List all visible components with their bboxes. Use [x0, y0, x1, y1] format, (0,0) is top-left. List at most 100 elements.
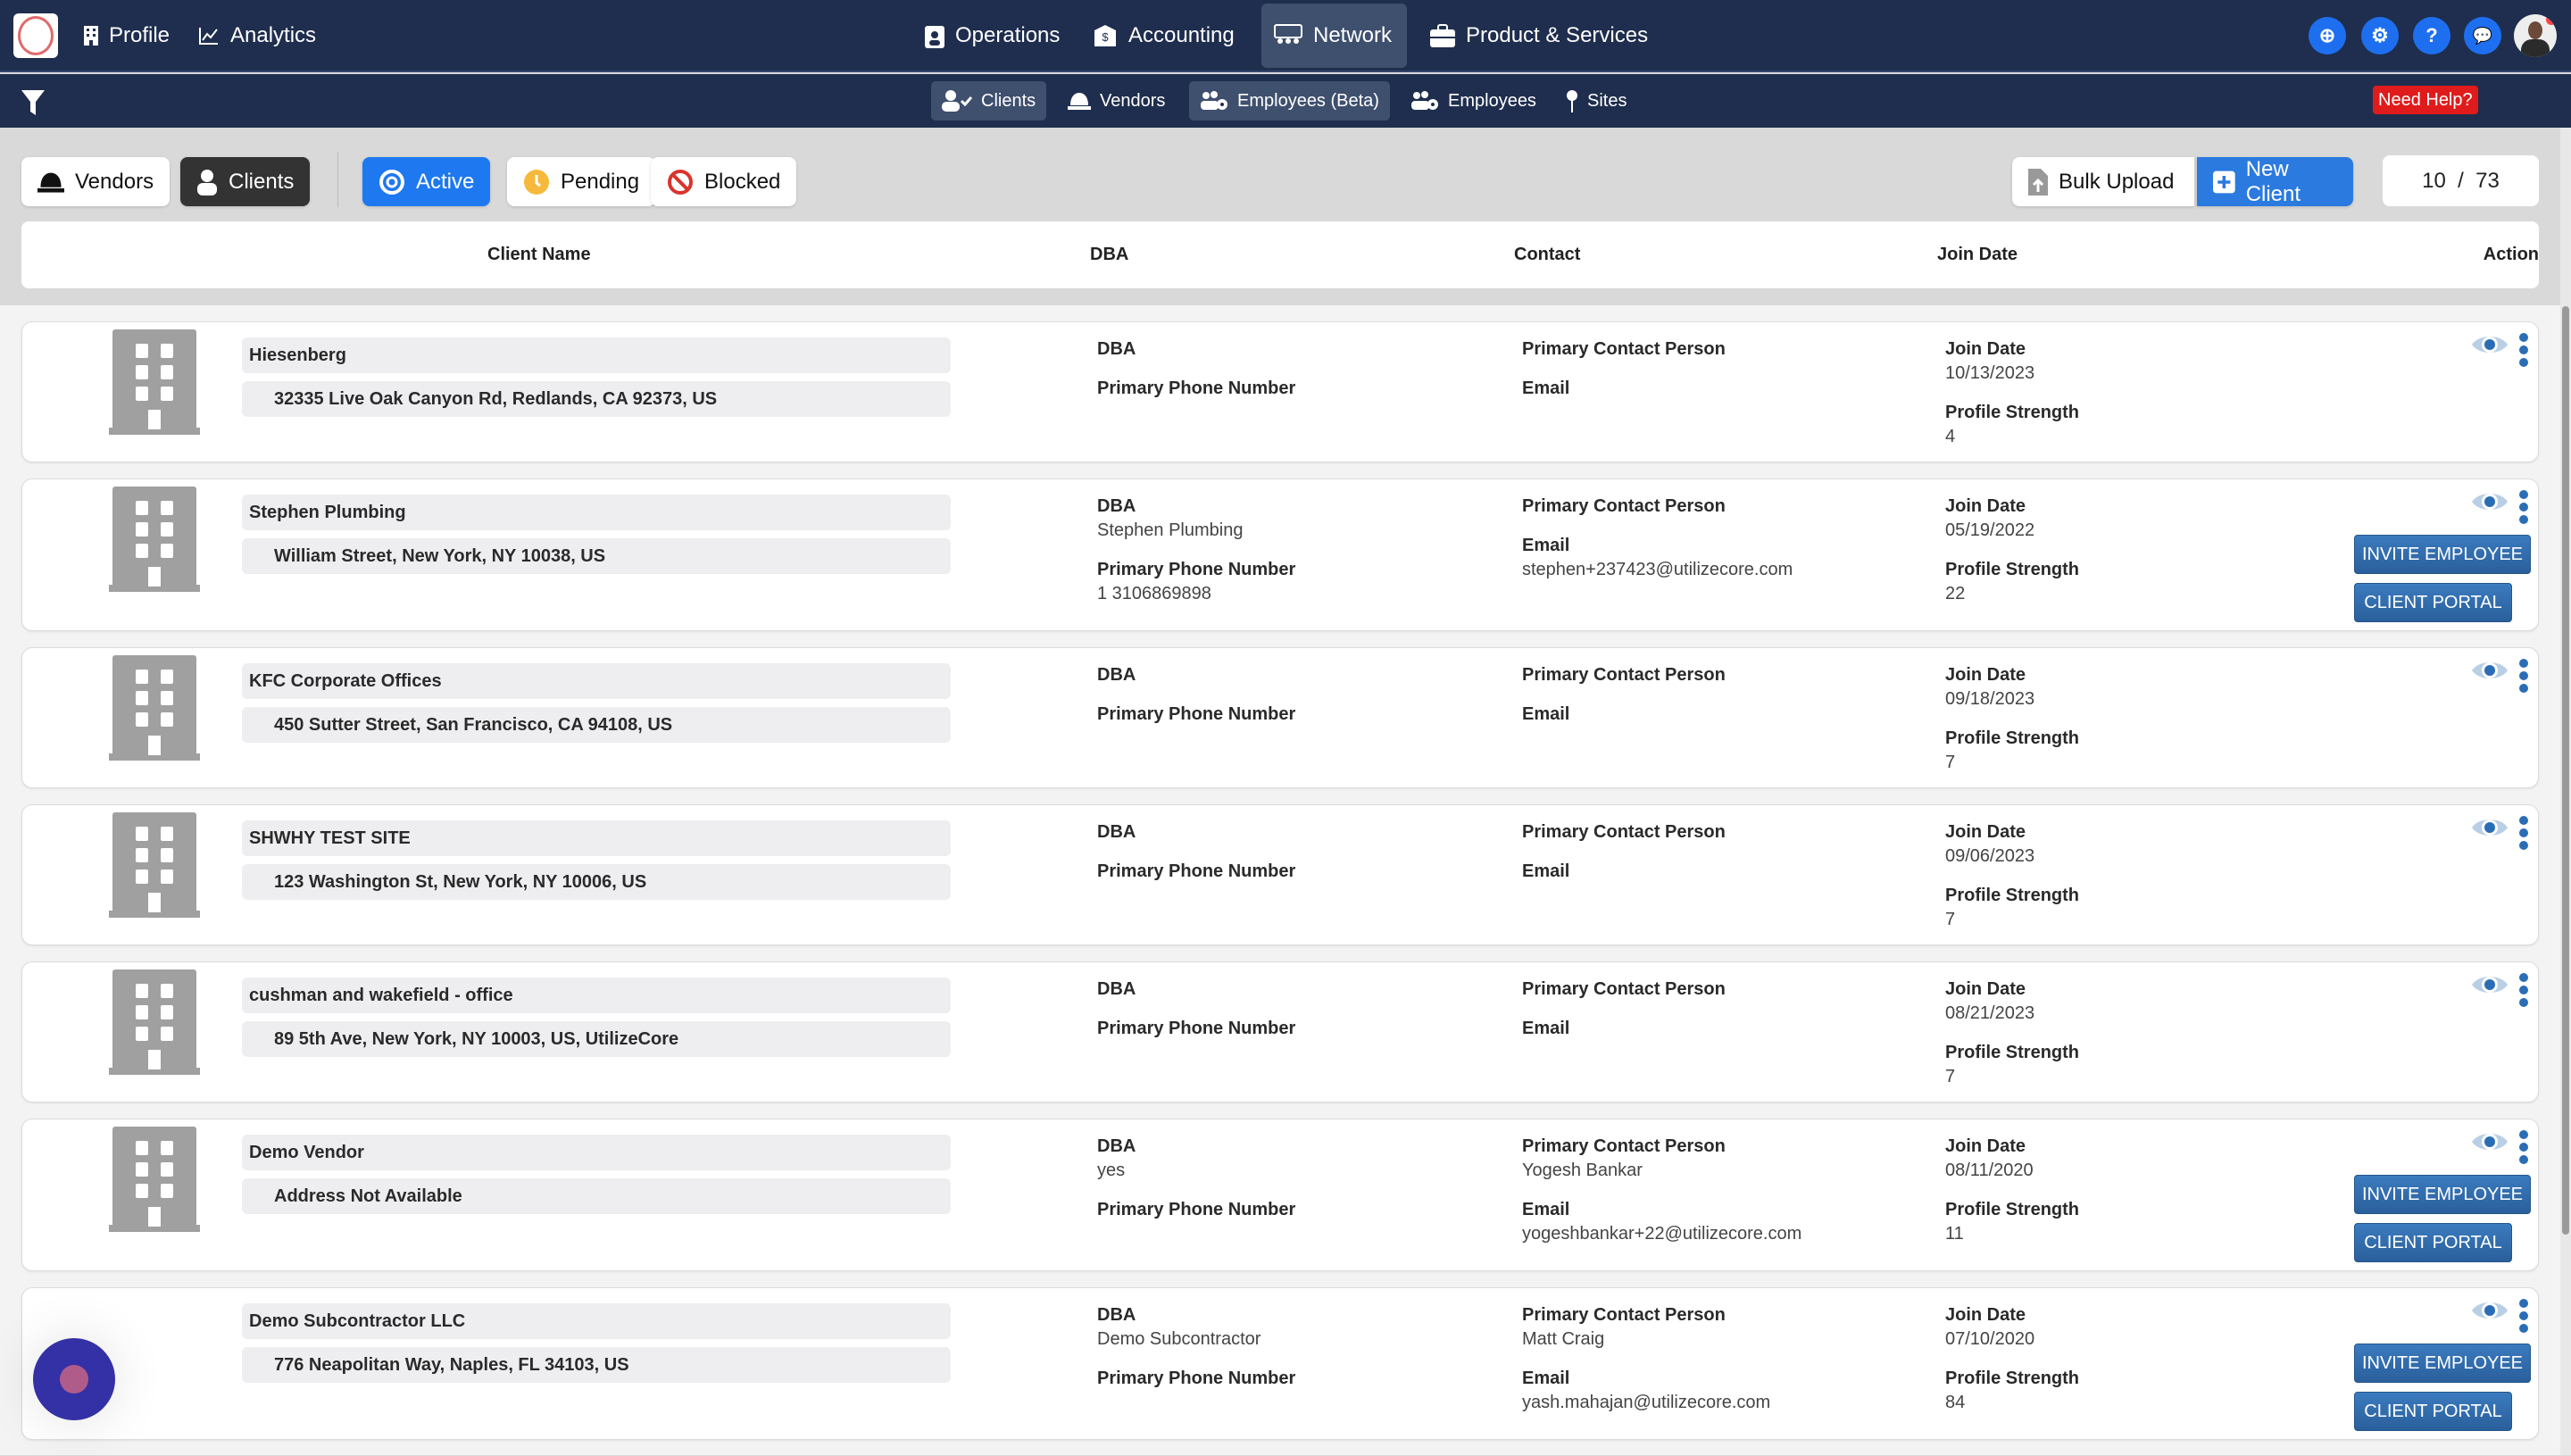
join_date-value: 08/21/2023: [1945, 1003, 2035, 1023]
view-button[interactable]: [2470, 1128, 2509, 1160]
subnav-employees-beta-label: Employees (Beta): [1237, 90, 1379, 111]
table-row[interactable]: cushman and wakefield - office 89 5th Ave…: [21, 961, 2539, 1102]
field-label: Join Date: [1945, 665, 2026, 685]
bullseye-icon: [379, 169, 404, 195]
blocked-filter[interactable]: Blocked: [651, 157, 797, 206]
field-label: Join Date: [1945, 822, 2026, 842]
email-value: yogeshbankar+22@utilizecore.com: [1522, 1224, 1802, 1244]
client-portal-button[interactable]: CLIENT PORTAL: [2354, 1392, 2512, 1431]
more-options-icon[interactable]: [2519, 333, 2528, 370]
subnav-vendors[interactable]: Vendors: [1057, 81, 1176, 121]
field-label: DBA: [1097, 979, 1136, 999]
building-icon: [109, 655, 200, 761]
table-row[interactable]: Hiesenberg 32335 Live Oak Canyon Rd, Redl…: [21, 321, 2539, 462]
gear-icon[interactable]: ⚙: [2361, 17, 2399, 54]
invite-employee-button[interactable]: INVITE EMPLOYEE: [2354, 1344, 2531, 1383]
invite-employee-button[interactable]: INVITE EMPLOYEE: [2354, 1175, 2531, 1214]
join-column: Join Date 07/10/2020 Profile Strength 84: [1945, 1303, 2079, 1430]
company-logo[interactable]: [13, 13, 58, 58]
ban-icon: [668, 169, 693, 195]
eye-icon[interactable]: [2470, 1297, 2509, 1324]
active-filter[interactable]: Active: [362, 157, 491, 206]
eye-icon[interactable]: [2470, 488, 2509, 515]
nav-product-services[interactable]: Product & Services: [1418, 4, 1660, 68]
eye-icon[interactable]: [2470, 331, 2509, 358]
new-client-button[interactable]: New Client: [2197, 157, 2353, 206]
more-options-icon[interactable]: [2519, 1130, 2528, 1168]
join-column: Join Date 09/06/2023 Profile Strength 7: [1945, 820, 2079, 947]
header-join-date[interactable]: Join Date: [1937, 245, 2018, 264]
nav-profile[interactable]: Profile: [71, 4, 182, 68]
user-avatar[interactable]: [2514, 14, 2557, 57]
eye-icon[interactable]: [2470, 1128, 2509, 1155]
eye-icon[interactable]: [2470, 814, 2509, 841]
client-portal-button[interactable]: CLIENT PORTAL: [2354, 1223, 2512, 1262]
client-name[interactable]: Demo Subcontractor LLC: [242, 1303, 951, 1339]
vendors-toggle[interactable]: Vendors: [21, 157, 171, 206]
header-contact[interactable]: Contact: [1514, 245, 1581, 264]
more-options-icon[interactable]: [2519, 816, 2528, 853]
chat-glyph: 💬: [2472, 26, 2493, 45]
download-circle-icon[interactable]: ⊕: [2309, 17, 2346, 54]
more-options-icon[interactable]: [2519, 490, 2528, 528]
eye-icon[interactable]: [2470, 971, 2509, 998]
field-label: Primary Contact Person: [1522, 496, 1726, 516]
scrollbar[interactable]: [2560, 128, 2571, 1455]
subnav-employees[interactable]: Employees: [1400, 81, 1547, 121]
clients-toggle[interactable]: Clients: [180, 157, 311, 206]
client-list: Hiesenberg 32335 Live Oak Canyon Rd, Redl…: [21, 321, 2539, 1456]
table-row[interactable]: Demo Vendor Address Not Available DBA yes Pr…: [21, 1119, 2539, 1271]
subnav-employees-beta[interactable]: Employees (Beta): [1189, 81, 1390, 121]
header-dba[interactable]: DBA: [1090, 245, 1129, 264]
view-button[interactable]: [2470, 814, 2509, 845]
table-row[interactable]: Stephen Plumbing William Street, New York…: [21, 478, 2539, 631]
bulk-upload-button[interactable]: Bulk Upload: [2012, 157, 2194, 206]
need-help-button[interactable]: Need Help?: [2373, 86, 2478, 114]
table-row[interactable]: SHWHY TEST SITE 123 Washington St, New Yo…: [21, 804, 2539, 945]
table-row[interactable]: Demo Subcontractor LLC 776 Neapolitan Way…: [21, 1287, 2539, 1440]
nav-accounting[interactable]: $ Accounting: [1080, 4, 1247, 68]
client-name[interactable]: SHWHY TEST SITE: [242, 820, 951, 856]
more-options-icon[interactable]: [2519, 659, 2528, 696]
nav-network[interactable]: Network: [1261, 4, 1407, 68]
client-name[interactable]: KFC Corporate Offices: [242, 663, 951, 699]
dba-column: DBA yes Primary Phone Number: [1097, 1135, 1295, 1237]
invite-employee-button[interactable]: INVITE EMPLOYEE: [2354, 535, 2531, 574]
subnav-sites[interactable]: Sites: [1555, 81, 1637, 121]
join_date-value: 09/18/2023: [1945, 689, 2035, 709]
client-name[interactable]: Stephen Plumbing: [242, 495, 951, 530]
floating-assistant-button[interactable]: [33, 1338, 115, 1420]
view-button[interactable]: [2470, 1297, 2509, 1328]
map-pin-icon: [1567, 90, 1577, 112]
total-count: 73: [2475, 168, 2500, 193]
client-portal-button[interactable]: CLIENT PORTAL: [2354, 583, 2512, 622]
more-options-icon[interactable]: [2519, 1299, 2528, 1336]
profile_strength-value: 84: [1945, 1393, 1966, 1412]
nav-analytics[interactable]: Analytics: [186, 4, 329, 68]
subnav-clients[interactable]: Clients: [931, 81, 1047, 121]
eye-icon[interactable]: [2470, 657, 2509, 684]
header-client-name[interactable]: Client Name: [487, 245, 591, 264]
table-header: Client Name DBA Contact Join Date Action: [21, 221, 2539, 288]
subnav-clients-label: Clients: [981, 90, 1036, 111]
view-button[interactable]: [2470, 971, 2509, 1003]
filter-icon[interactable]: [21, 90, 45, 115]
more-options-icon[interactable]: [2519, 973, 2528, 1011]
field-label: Profile Strength: [1945, 560, 2080, 579]
view-button[interactable]: [2470, 657, 2509, 688]
chat-icon[interactable]: 💬: [2464, 17, 2501, 54]
client-name[interactable]: cushman and wakefield - office: [242, 978, 951, 1013]
table-row[interactable]: KFC Corporate Offices 450 Sutter Street, …: [21, 647, 2539, 788]
client-name[interactable]: Hiesenberg: [242, 337, 951, 373]
bulk-upload-label: Bulk Upload: [2059, 169, 2175, 194]
help-icon[interactable]: ?: [2413, 17, 2450, 54]
pending-filter[interactable]: Pending: [507, 157, 656, 206]
subnav-sites-label: Sites: [1587, 90, 1627, 111]
nav-operations[interactable]: Operations: [912, 4, 1072, 68]
client-name[interactable]: Demo Vendor: [242, 1135, 951, 1170]
profile_strength-value: 7: [1945, 753, 1956, 772]
field-label: Primary Phone Number: [1097, 379, 1296, 398]
active-filter-label: Active: [416, 169, 475, 194]
view-button[interactable]: [2470, 488, 2509, 520]
view-button[interactable]: [2470, 331, 2509, 362]
